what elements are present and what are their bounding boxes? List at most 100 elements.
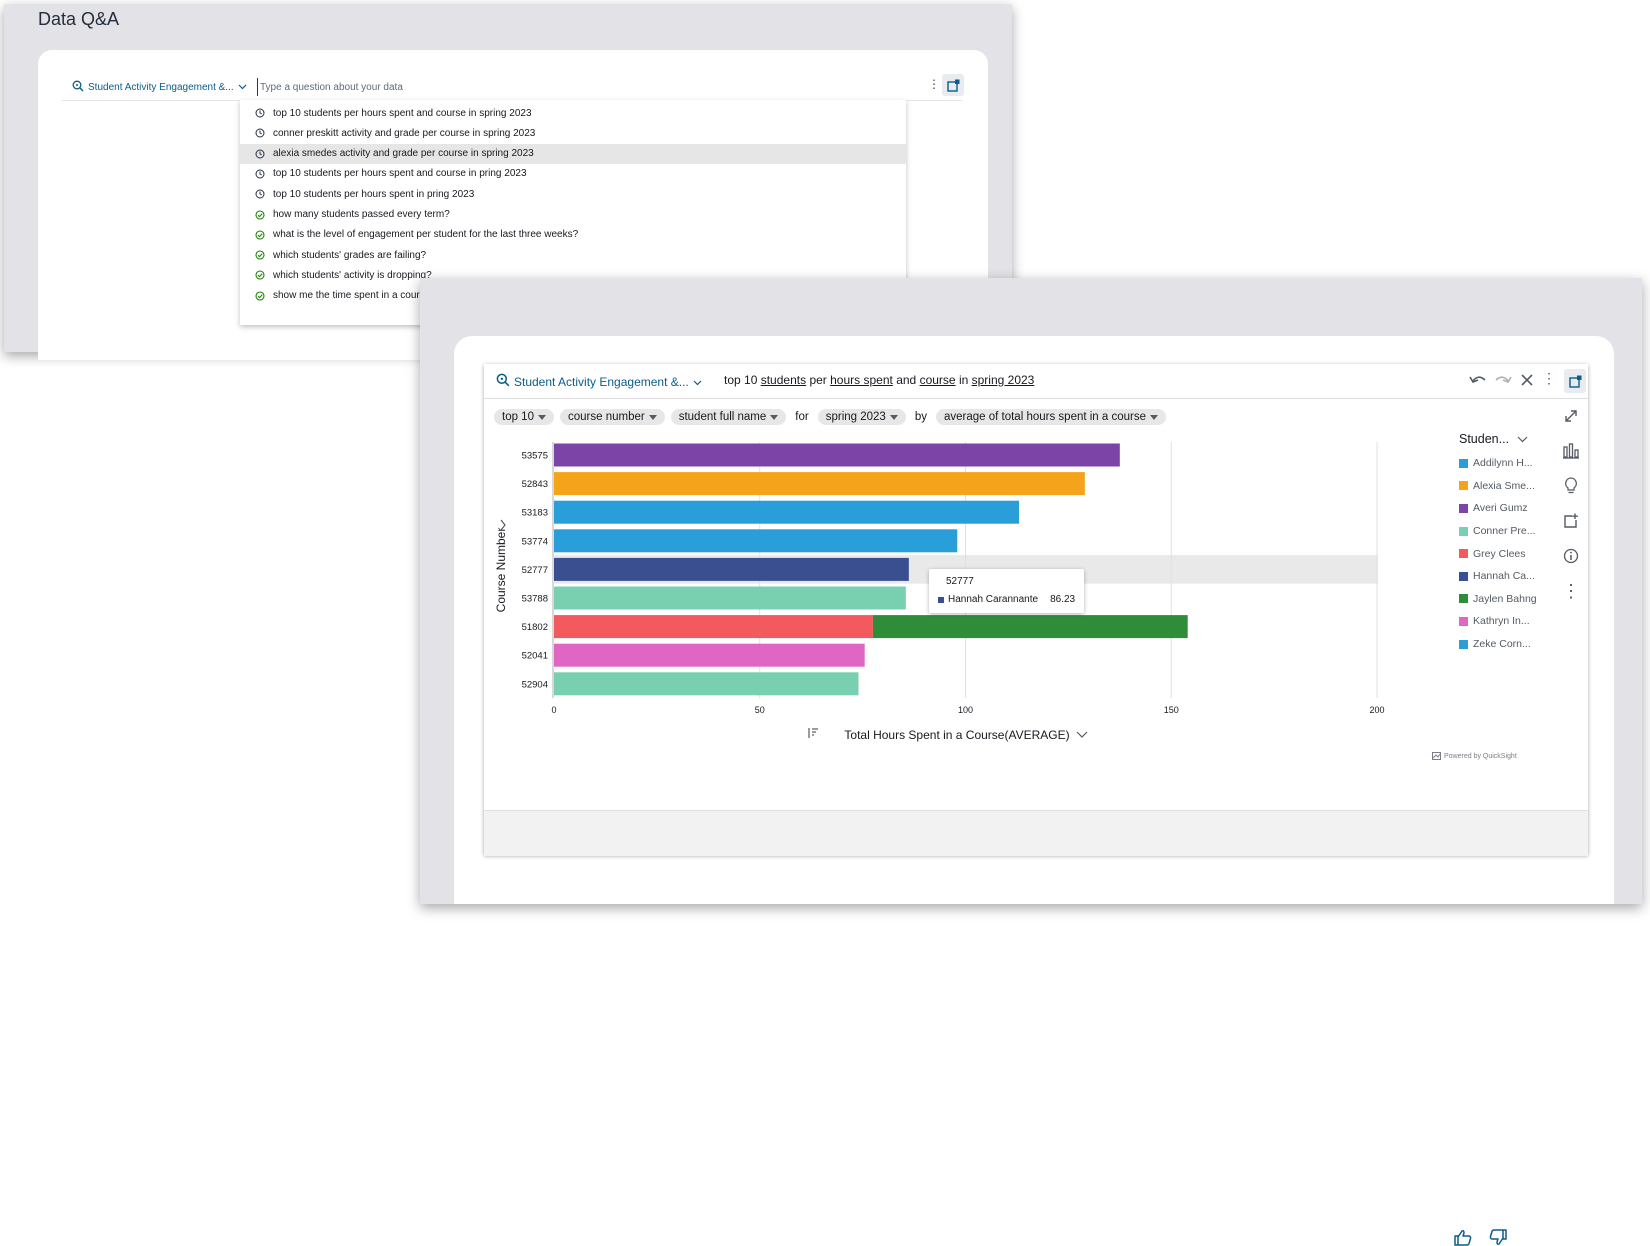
chart-type-icon[interactable] — [1559, 439, 1583, 463]
question-field-spring-2023[interactable]: spring 2023 — [971, 373, 1035, 387]
legend-swatch — [1459, 458, 1468, 468]
x-tick-label: 150 — [1164, 705, 1179, 715]
legend-swatch — [1459, 481, 1468, 491]
more-options-icon[interactable]: ⋮ — [928, 77, 940, 91]
suggestion-text: what is the level of engagement per stud… — [273, 229, 579, 241]
embed-button[interactable] — [1564, 369, 1586, 393]
suggestion-item[interactable]: top 10 students per hours spent in pring… — [240, 184, 906, 204]
tooltip-value: 86.23 — [1050, 594, 1076, 605]
suggestion-text: which students' activity is dropping? — [273, 269, 432, 281]
suggestion-text: show me the time spent in a course for a… — [273, 290, 500, 302]
suggestion-item[interactable]: how many students passed every term? — [240, 205, 906, 225]
x-tick-label: 200 — [1369, 705, 1384, 715]
bar[interactable] — [554, 557, 909, 581]
expand-icon[interactable] — [1559, 404, 1583, 428]
chip-course-number[interactable]: course number — [559, 409, 665, 425]
suggestion-item[interactable]: conner preskitt activity and grade per c… — [240, 123, 906, 143]
chevron-down-icon — [1517, 436, 1528, 442]
question-field-hours-spent[interactable]: hours spent — [830, 373, 893, 387]
info-icon[interactable] — [1559, 544, 1583, 568]
verified-icon — [255, 250, 267, 260]
legend-label: Alexia Sme... — [1473, 479, 1535, 492]
chip-connector-for: for — [795, 411, 809, 423]
legend-swatch — [1459, 616, 1468, 626]
insight-lightbulb-icon[interactable] — [1559, 474, 1583, 498]
legend-item[interactable]: Alexia Sme... — [1459, 475, 1549, 498]
suggestion-text: top 10 students per hours spent and cour… — [273, 107, 532, 119]
y-tick-label: 52904 — [522, 679, 548, 690]
suggestion-item[interactable]: top 10 students per hours spent and cour… — [240, 103, 906, 123]
bar[interactable] — [554, 643, 865, 667]
legend-item[interactable]: Hannah Ca... — [1459, 565, 1549, 588]
caret-down-icon — [537, 414, 546, 420]
bar[interactable] — [872, 615, 1188, 639]
legend-item[interactable]: Grey Clees — [1459, 542, 1549, 565]
y-tick-label: 52041 — [522, 651, 548, 662]
legend-title[interactable]: Studen... — [1459, 432, 1549, 446]
embed-button[interactable] — [942, 74, 964, 96]
bar[interactable] — [554, 586, 906, 610]
more-options-icon[interactable]: ⋮ — [1542, 370, 1556, 386]
chevron-down-icon[interactable] — [1076, 731, 1088, 738]
bar[interactable] — [554, 472, 1085, 496]
suggestion-item[interactable]: which students' activity is dropping? — [240, 265, 906, 285]
add-to-analysis-icon[interactable] — [1559, 509, 1583, 533]
topic-search-icon — [496, 373, 510, 390]
question-field-course[interactable]: course — [919, 373, 956, 387]
y-tick-label: 51802 — [522, 622, 548, 633]
undo-icon[interactable] — [1469, 372, 1487, 388]
sort-icon[interactable] — [808, 728, 818, 738]
thumbs-up-icon[interactable] — [1454, 1229, 1472, 1246]
topic-selector[interactable]: Student Activity Engagement &... — [496, 373, 702, 390]
chevron-down-icon — [238, 82, 247, 93]
suggestion-text: top 10 students per hours spent and cour… — [273, 168, 527, 180]
suggestion-text: which students' grades are failing? — [273, 249, 427, 261]
legend-item[interactable]: Conner Pre... — [1459, 520, 1549, 543]
suggestion-item[interactable]: show me the time spent in a course for a… — [240, 286, 906, 306]
legend-label: Jaylen Bahng — [1473, 592, 1537, 605]
bar[interactable] — [554, 500, 1019, 524]
thumbs-down-icon[interactable] — [1489, 1229, 1507, 1246]
question-field-students[interactable]: students — [760, 373, 807, 387]
close-icon[interactable] — [1520, 372, 1534, 388]
suggestion-item[interactable]: what is the level of engagement per stud… — [240, 225, 906, 245]
chip-spring-2023[interactable]: spring 2023 — [817, 409, 906, 425]
bar[interactable] — [554, 615, 873, 639]
legend-item[interactable]: Addilynn H... — [1459, 452, 1549, 475]
question-word: and — [896, 373, 917, 387]
x-tick-label: 0 — [551, 705, 556, 715]
qa-search-bar: Student Activity Engagement &... top 10 … — [484, 364, 1588, 399]
chip-connector-by: by — [914, 411, 927, 423]
legend-swatch — [1459, 549, 1468, 559]
qa-search-bar: Student Activity Engagement &... ⋮ — [62, 72, 964, 101]
bar[interactable] — [554, 443, 1120, 467]
current-question[interactable]: top 10 students per hours spent and cour… — [724, 373, 1034, 387]
legend-item[interactable]: Jaylen Bahng — [1459, 588, 1549, 611]
legend-item[interactable]: Zeke Corn... — [1459, 633, 1549, 656]
history-icon — [255, 169, 267, 179]
suggestion-item[interactable]: alexia smedes activity and grade per cou… — [240, 143, 906, 164]
verified-icon — [255, 230, 267, 240]
bar[interactable] — [554, 529, 958, 553]
chip-student-full-name[interactable]: student full name — [670, 409, 787, 425]
suggestion-text: how many students passed every term? — [273, 209, 450, 220]
legend-item[interactable]: Averi Gumz — [1459, 497, 1549, 520]
bar[interactable] — [554, 672, 859, 696]
suggestion-item[interactable]: top 10 students per hours spent and cour… — [240, 164, 906, 184]
question-word: top 10 — [724, 373, 758, 387]
chip-top-n[interactable]: top 10 — [494, 409, 554, 425]
topic-selector[interactable]: Student Activity Engagement &... — [72, 80, 247, 95]
topic-search-icon — [72, 80, 84, 95]
legend-label: Addilynn H... — [1473, 457, 1533, 470]
powered-by-quicksight: Powered by QuickSight — [1432, 752, 1517, 760]
question-input[interactable] — [257, 78, 882, 96]
legend-item[interactable]: Kathryn In... — [1459, 610, 1549, 633]
suggestion-item[interactable]: which students' grades are failing? — [240, 245, 906, 265]
answer-card: Student Activity Engagement &... top 10 … — [484, 364, 1588, 1246]
chevron-right-icon[interactable] — [500, 519, 506, 531]
redo-icon[interactable] — [1494, 372, 1512, 388]
suggestion-text: alexia smedes activity and grade per cou… — [273, 148, 534, 160]
chip-aggregation[interactable]: average of total hours spent in a course — [935, 409, 1166, 425]
more-options-icon[interactable]: ⋮ — [1562, 580, 1580, 601]
legend-title-text: Studen... — [1459, 432, 1510, 446]
